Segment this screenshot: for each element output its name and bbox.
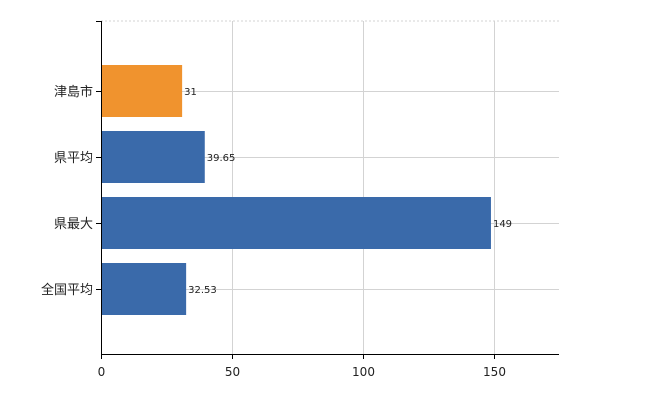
bar [101, 197, 491, 249]
category-label: 全国平均 [41, 282, 93, 298]
bar [101, 263, 187, 315]
category-label: 県平均 [54, 151, 93, 166]
bar [101, 131, 205, 183]
x-tick-label: 100 [352, 365, 375, 379]
x-tick-label: 150 [483, 365, 506, 379]
category-label: 津島市 [54, 84, 93, 100]
data-label: 31 [184, 87, 197, 98]
bar [101, 65, 183, 117]
axes [101, 21, 559, 355]
x-tick-label: 50 [225, 365, 240, 379]
bars [101, 65, 491, 315]
data-label: 32.53 [188, 285, 217, 296]
data-label: 39.65 [207, 153, 236, 164]
labels: 0 50 100 150 31 津島市 39.65 県平均 149 県最大 32.53 全国平均 [41, 84, 512, 379]
category-label: 県最大 [54, 217, 93, 232]
data-label: 149 [493, 219, 512, 230]
x-tick-label: 0 [98, 365, 106, 379]
